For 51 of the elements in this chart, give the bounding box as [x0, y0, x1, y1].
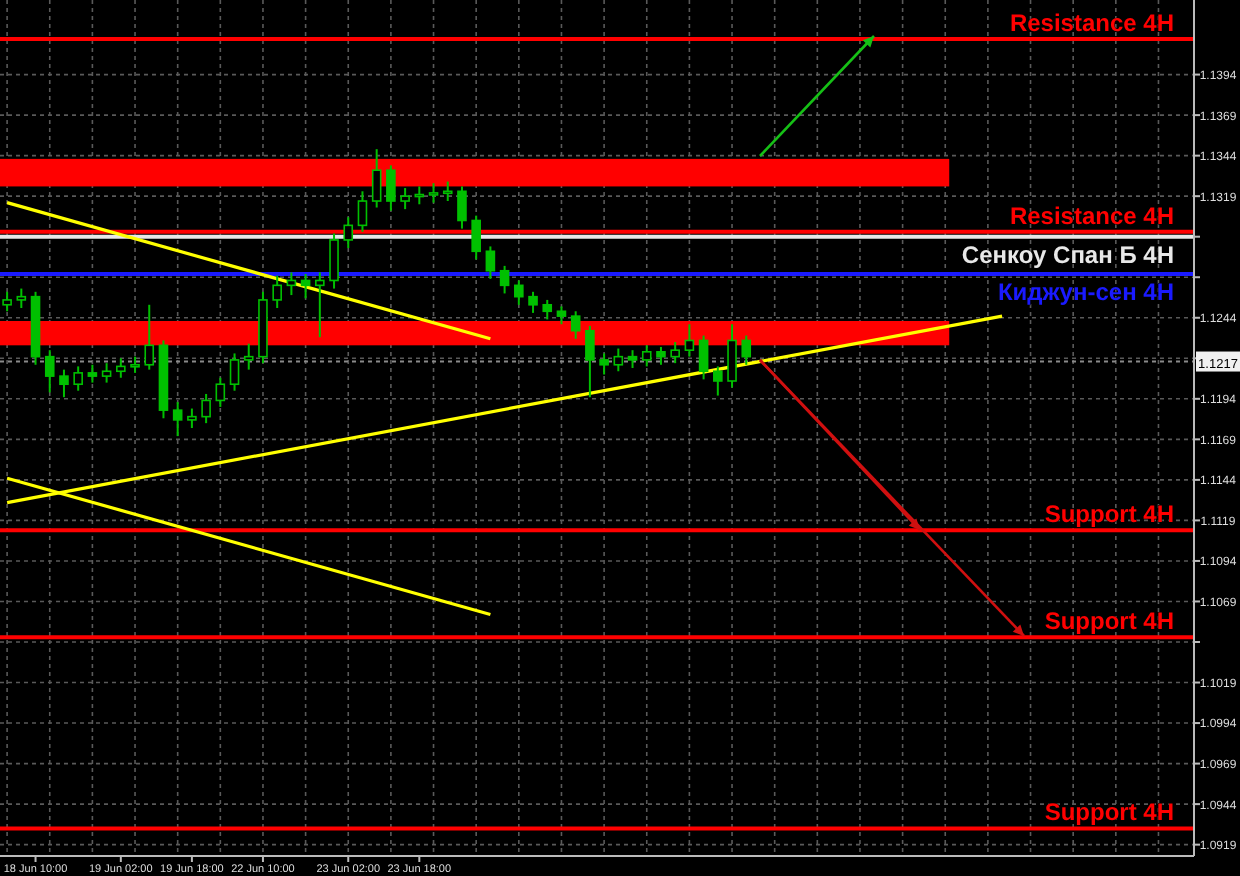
candlestick [243, 342, 254, 371]
candlestick [514, 279, 524, 306]
candlestick [727, 323, 737, 389]
candlestick [44, 349, 55, 394]
candlestick [229, 352, 240, 392]
candlestick [741, 334, 752, 366]
candlestick [542, 298, 553, 321]
candlestick [428, 182, 439, 204]
candlestick [172, 401, 183, 438]
candlestick [613, 347, 624, 373]
candlestick [457, 185, 467, 230]
candlestick [329, 232, 339, 290]
ref-line-label: Support 4H [1044, 500, 1174, 529]
candlestick [315, 271, 325, 339]
candlestick [386, 164, 396, 212]
candlestick [713, 365, 723, 397]
ref-line-label: Support 4H [1044, 798, 1174, 827]
ref-line-label: Support 4H [1044, 607, 1174, 636]
ref-line-label: Киджун-сен 4H [997, 277, 1174, 306]
candlestick [400, 187, 410, 211]
candlestick [698, 334, 709, 381]
candlestick [442, 180, 453, 203]
candlestick [570, 310, 581, 340]
candlestick [371, 148, 382, 209]
candlestick [471, 214, 481, 261]
candlestick [286, 271, 297, 297]
candlestick [357, 190, 368, 233]
candlestick [201, 392, 211, 425]
candlestick [670, 341, 680, 365]
candlestick [2, 290, 12, 313]
candlestick [343, 216, 354, 250]
candlestick [300, 272, 311, 300]
candlestick [101, 362, 112, 384]
candlestick [599, 352, 609, 376]
candlestick [272, 274, 282, 310]
candlestick [144, 303, 155, 371]
ref-line-label: Resistance 4H [1009, 8, 1174, 37]
candlestick [485, 245, 496, 280]
candlestick [116, 357, 126, 379]
candlestick [73, 365, 83, 392]
ref-line-label: Resistance 4H [1009, 201, 1174, 230]
ref-line-label: Сенкоу Спан Б 4H [961, 240, 1174, 269]
candlestick [59, 368, 69, 399]
candlestick [215, 376, 226, 408]
candlestick [16, 287, 27, 310]
candlestick [528, 290, 538, 314]
candlestick [187, 407, 197, 429]
candlestick [641, 344, 652, 368]
candlestick [585, 324, 595, 399]
candlestick [499, 264, 510, 295]
candlestick [684, 323, 695, 358]
